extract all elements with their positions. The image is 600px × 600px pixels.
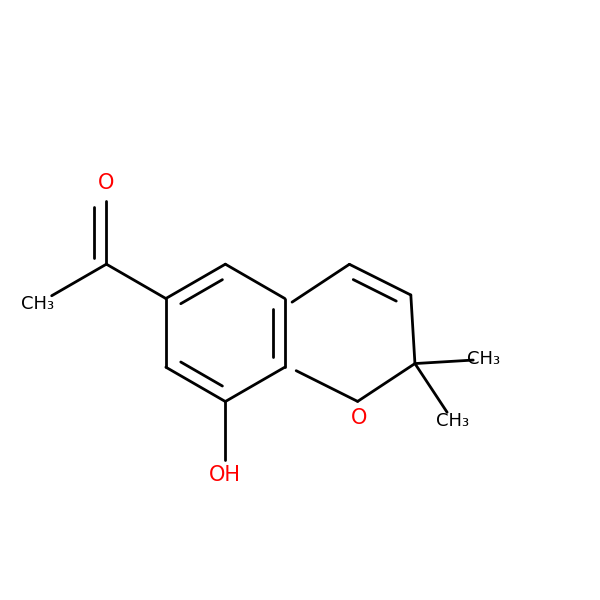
- Text: CH₃: CH₃: [20, 295, 54, 313]
- Text: OH: OH: [209, 465, 241, 485]
- Text: CH₃: CH₃: [436, 412, 470, 430]
- Text: CH₃: CH₃: [467, 350, 500, 368]
- Text: O: O: [98, 173, 115, 193]
- Text: O: O: [350, 408, 367, 428]
